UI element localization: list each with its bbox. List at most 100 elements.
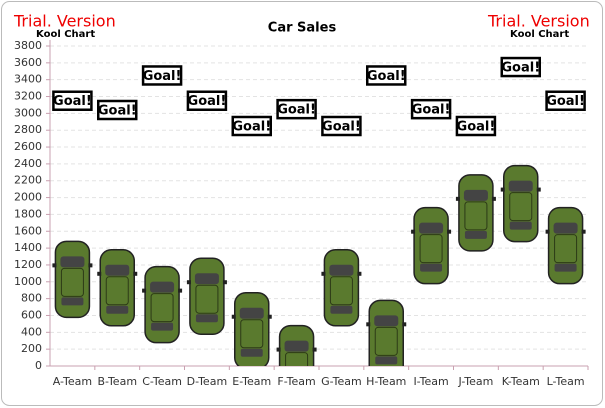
goal-marker: Goal!	[276, 98, 317, 120]
y-tick-label: 1800	[14, 207, 42, 220]
y-tick-label: 800	[21, 292, 42, 305]
x-tick-label: K-Team	[502, 375, 540, 388]
car-roof	[554, 234, 578, 264]
car-rear-window	[240, 348, 263, 357]
car-mirror	[500, 187, 505, 192]
watermark: Trial. Version	[13, 12, 116, 31]
car-mirror	[402, 322, 407, 327]
goal-box	[321, 115, 362, 137]
car-roof	[464, 201, 488, 231]
car-rear-window	[106, 305, 129, 314]
goal-label: Goal!	[546, 94, 585, 109]
car-bar	[321, 249, 362, 327]
car-windshield	[60, 256, 85, 268]
car-mirror	[222, 280, 227, 285]
goal-box	[545, 90, 586, 111]
goal-marker: Goal!	[455, 115, 497, 137]
car-bar	[231, 291, 272, 366]
goal-box	[52, 90, 93, 111]
car-mirror	[142, 288, 147, 293]
car-bar	[545, 206, 586, 285]
y-tick-label: 600	[21, 308, 42, 321]
car-mirror	[545, 229, 550, 234]
goal-label: Goal!	[277, 103, 316, 118]
car-windshield	[508, 180, 533, 192]
car-windshield	[553, 222, 578, 234]
car-mirror	[178, 288, 183, 293]
car-rear-window	[151, 322, 174, 331]
goal-label: Goal!	[53, 94, 92, 109]
car-windshield	[194, 273, 219, 285]
y-tick-label: 200	[21, 342, 42, 355]
goal-label: Goal!	[501, 61, 540, 76]
car-roof	[374, 326, 398, 356]
x-tick-label: E-Team	[232, 375, 271, 388]
car-bar	[186, 257, 227, 335]
car-mirror	[312, 347, 317, 352]
goal-marker: Goal!	[321, 115, 362, 137]
car-mirror	[186, 280, 191, 285]
car-bar	[411, 206, 452, 285]
goal-box	[231, 115, 272, 137]
goal-label: Goal!	[322, 120, 361, 135]
car-bar	[97, 249, 138, 327]
x-tick-label: B-Team	[97, 375, 137, 388]
goal-box	[97, 99, 138, 121]
car-windshield	[329, 264, 354, 276]
x-tick-label: C-Team	[142, 375, 182, 388]
goal-label: Goal!	[232, 120, 271, 135]
car-rear-window	[554, 263, 577, 272]
y-tick-label: 0	[35, 359, 42, 372]
goal-box	[186, 90, 228, 111]
y-tick-label: 3400	[14, 73, 42, 86]
goal-marker: Goal!	[231, 115, 272, 137]
goal-label: Goal!	[143, 69, 182, 84]
car-mirror	[231, 314, 236, 319]
car-mirror	[411, 229, 416, 234]
car-mirror	[276, 347, 281, 352]
y-tick-label: 2600	[14, 140, 42, 153]
car-windshield	[105, 264, 130, 276]
x-tick-label: H-Team	[366, 375, 406, 388]
car-rear-window	[330, 305, 353, 314]
car-mirror	[536, 187, 541, 192]
y-tick-label: 1600	[14, 224, 42, 237]
car-bar	[455, 174, 496, 252]
y-tick-label: 1200	[14, 258, 42, 271]
goal-marker: Goal!	[545, 90, 586, 111]
car-rear-window	[509, 221, 532, 230]
goal-box	[410, 98, 452, 120]
car-bar	[366, 299, 407, 366]
y-tick-label: 2200	[14, 174, 42, 187]
goal-label: Goal!	[412, 103, 451, 118]
car-roof	[329, 276, 353, 306]
y-tick-label: 400	[21, 325, 42, 338]
car-windshield	[374, 315, 399, 327]
car-windshield	[150, 281, 175, 293]
car-rear-window	[420, 263, 443, 272]
car-mirror	[447, 229, 452, 234]
y-tick-label: 3000	[14, 106, 42, 119]
goal-box	[455, 115, 497, 137]
goal-marker: Goal!	[186, 90, 228, 111]
y-tick-label: 2000	[14, 191, 42, 204]
y-tick-label: 3800	[14, 39, 42, 52]
goal-box	[141, 65, 183, 86]
car-mirror	[97, 271, 102, 276]
y-tick-label: 3600	[14, 56, 42, 69]
goal-marker: Goal!	[141, 65, 183, 86]
car-rear-window	[375, 356, 398, 365]
car-mirror	[133, 271, 138, 276]
car-rear-window	[464, 230, 487, 239]
goal-marker: Goal!	[410, 98, 452, 120]
x-tick-label: J-Team	[457, 375, 493, 388]
car-rear-window	[195, 314, 218, 323]
car-roof	[150, 293, 174, 323]
x-tick-label: I-Team	[413, 375, 448, 388]
y-tick-label: 3200	[14, 90, 42, 103]
x-tick-label: D-Team	[187, 375, 228, 388]
goal-box	[276, 98, 317, 120]
car-mirror	[491, 196, 496, 201]
goal-label: Goal!	[188, 94, 227, 109]
